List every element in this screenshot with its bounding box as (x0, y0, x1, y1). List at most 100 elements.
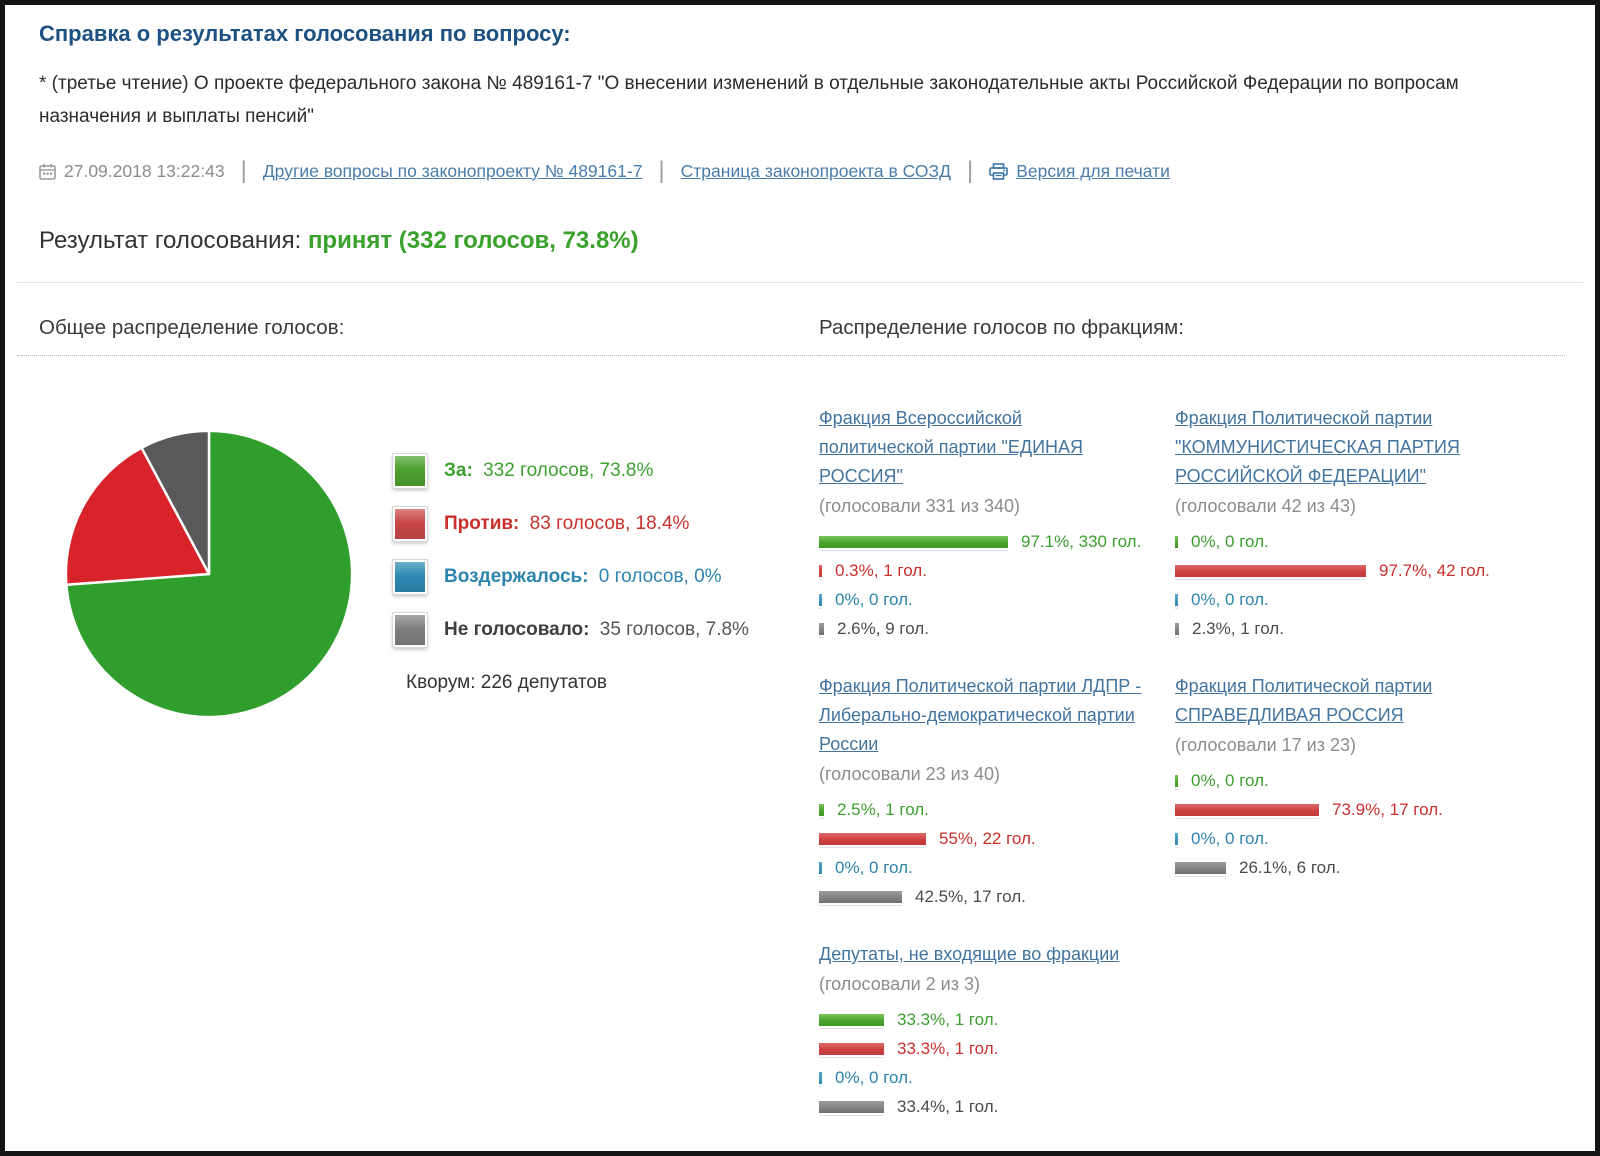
pie-slice-4 (140, 429, 211, 576)
bar-novote-label: 33.4%, 1 гол. (897, 1096, 999, 1116)
legend-text-novote: Не голосовало: 35 голосов, 7.8% (444, 619, 749, 641)
page-title: Справка о результатах голосования по воп… (39, 21, 571, 46)
bar-against-fill (819, 564, 822, 577)
bar-novote-label: 2.6%, 9 гол. (837, 618, 929, 638)
faction-link[interactable]: Фракция Политической партии СПРАВЕДЛИВАЯ… (1175, 676, 1433, 725)
vote-result-line: Результат голосования: принят (332 голос… (39, 227, 1565, 255)
bar-for-fill (819, 1013, 884, 1026)
pie-slice-2 (64, 446, 211, 587)
bar-against-fill (819, 1042, 884, 1055)
factions-heading: Распределение голосов по фракциям: (819, 316, 1184, 339)
print-version-link[interactable]: Версия для печати (1016, 160, 1170, 181)
vote-bar-row-abstain: 0%, 0 гол. (819, 853, 1163, 882)
faction-turnout: (голосовали 23 из 40) (819, 764, 1000, 784)
vote-bar-row-novote: 2.3%, 1 гол. (1175, 614, 1519, 643)
red-swatch-icon (393, 506, 427, 541)
bar-against-fill (1175, 803, 1319, 816)
bar-for-label: 97.1%, 330 гол. (1021, 531, 1142, 551)
bar-abstain-label: 0%, 0 гол. (1191, 589, 1269, 609)
bar-for-fill (1175, 535, 1178, 548)
faction-link[interactable]: Фракция Политической партии ЛДПР - Либер… (819, 676, 1142, 754)
faction-turnout: (голосовали 2 из 3) (819, 974, 980, 994)
vote-bar-row-against: 0.3%, 1 гол. (819, 556, 1163, 585)
overall-pie-chart (64, 429, 354, 719)
result-label: Результат голосования: (39, 227, 302, 254)
bar-novote-fill (819, 890, 902, 903)
faction-card: Фракция Политической партии СПРАВЕДЛИВАЯ… (1175, 672, 1531, 940)
vote-bar-row-abstain: 0%, 0 гол. (819, 585, 1163, 614)
overall-distribution-section: Общее распределение голосов: За: 332 гол… (17, 316, 819, 1121)
bar-novote-fill (1175, 861, 1226, 874)
bar-against-label: 73.9%, 17 гол. (1332, 799, 1443, 819)
bar-for-fill (819, 803, 824, 816)
faction-bars: 0%, 0 гол. 97.7%, 42 гол. 0%, 0 гол. 2.3%, … (1175, 527, 1519, 643)
printer-icon (989, 162, 1009, 180)
bar-for-label: 0%, 0 гол. (1191, 531, 1269, 551)
result-value: принят (332 голосов, 73.8%) (307, 227, 639, 254)
bar-novote-label: 42.5%, 17 гол. (915, 886, 1026, 906)
bar-novote-fill (819, 622, 824, 635)
faction-distribution-section: Распределение голосов по фракциям: Фракц… (819, 316, 1565, 1121)
vote-bar-row-novote: 42.5%, 17 гол. (819, 882, 1163, 911)
legend-label: Против: (444, 512, 520, 534)
legend-text-abstain: Воздержалось: 0 голосов, 0% (444, 566, 722, 588)
faction-bars: 33.3%, 1 гол. 33.3%, 1 гол. 0%, 0 гол. 33.4… (819, 1005, 1163, 1121)
quorum-text: Кворум: 226 депутатов (406, 672, 607, 693)
legend-item-for: За: 332 голосов, 73.8% (393, 444, 749, 497)
vote-bar-row-abstain: 0%, 0 гол. (819, 1063, 1163, 1092)
overall-heading: Общее распределение голосов: (39, 316, 345, 339)
faction-grid: Фракция Всероссийской политической парти… (819, 404, 1565, 1121)
legend-label: Воздержалось: (444, 565, 589, 587)
bar-abstain-label: 0%, 0 гол. (835, 1067, 913, 1087)
faction-card: Депутаты, не входящие во фракции (голосов… (819, 940, 1175, 1121)
faction-link[interactable]: Фракция Политической партии "КОММУНИСТИЧ… (1175, 408, 1460, 486)
vote-bar-row-novote: 2.6%, 9 гол. (819, 614, 1163, 643)
legend-value: 332 голосов, 73.8% (477, 459, 654, 481)
bar-abstain-fill (1175, 593, 1178, 606)
legend-value: 83 голосов, 18.4% (524, 512, 690, 534)
divider: | (240, 157, 247, 184)
green-swatch-icon (393, 453, 427, 488)
bar-abstain-fill (1175, 832, 1178, 845)
vote-bar-row-for: 97.1%, 330 гол. (819, 527, 1163, 556)
calendar-icon (39, 163, 56, 180)
legend-text-for: За: 332 голосов, 73.8% (444, 460, 653, 482)
bar-for-label: 33.3%, 1 гол. (897, 1009, 999, 1029)
bar-against-label: 33.3%, 1 гол. (897, 1038, 999, 1058)
bar-against-label: 97.7%, 42 гол. (1379, 560, 1490, 580)
bar-abstain-fill (819, 1071, 822, 1084)
faction-turnout: (голосовали 331 из 340) (819, 496, 1021, 516)
vote-bar-row-against: 97.7%, 42 гол. (1175, 556, 1519, 585)
bar-novote-label: 2.3%, 1 гол. (1192, 618, 1284, 638)
bar-against-fill (819, 832, 926, 845)
meta-row: 27.09.2018 13:22:43 | Другие вопросы по … (39, 157, 1565, 185)
faction-bars: 97.1%, 330 гол. 0.3%, 1 гол. 0%, 0 гол. 2.6… (819, 527, 1163, 643)
bar-abstain-fill (819, 593, 822, 606)
other-questions-link[interactable]: Другие вопросы по законопроекту № 489161… (262, 160, 643, 181)
bar-for-fill (1175, 774, 1178, 787)
divider (17, 355, 819, 356)
vote-datetime: 27.09.2018 13:22:43 (64, 160, 225, 181)
sozd-page-link[interactable]: Страница законопроекта в СОЗД (680, 160, 951, 181)
bar-against-fill (1175, 564, 1366, 577)
faction-link[interactable]: Депутаты, не входящие во фракции (819, 944, 1120, 964)
vote-bar-row-for: 2.5%, 1 гол. (819, 795, 1163, 824)
bar-novote-label: 26.1%, 6 гол. (1239, 857, 1341, 877)
bar-abstain-label: 0%, 0 гол. (835, 589, 913, 609)
divider: | (966, 157, 974, 184)
vote-bar-row-novote: 26.1%, 6 гол. (1175, 853, 1519, 882)
faction-card: Фракция Всероссийской политической парти… (819, 404, 1175, 672)
vote-bar-row-for: 0%, 0 гол. (1175, 766, 1519, 795)
bar-for-label: 2.5%, 1 гол. (837, 799, 929, 819)
bar-novote-fill (1175, 622, 1179, 635)
legend-value: 0 голосов, 0% (593, 565, 722, 587)
legend-item-against: Против: 83 голосов, 18.4% (393, 497, 749, 550)
faction-link[interactable]: Фракция Всероссийской политической парти… (819, 408, 1084, 486)
faction-turnout: (голосовали 17 из 23) (1175, 735, 1356, 755)
faction-card: Фракция Политической партии "КОММУНИСТИЧ… (1175, 404, 1531, 672)
legend-item-abstain: Воздержалось: 0 голосов, 0% (393, 550, 749, 603)
bar-against-label: 0.3%, 1 гол. (835, 560, 927, 580)
bar-novote-fill (819, 1100, 884, 1113)
question-text: * (третье чтение) О проекте федерального… (39, 73, 1459, 127)
